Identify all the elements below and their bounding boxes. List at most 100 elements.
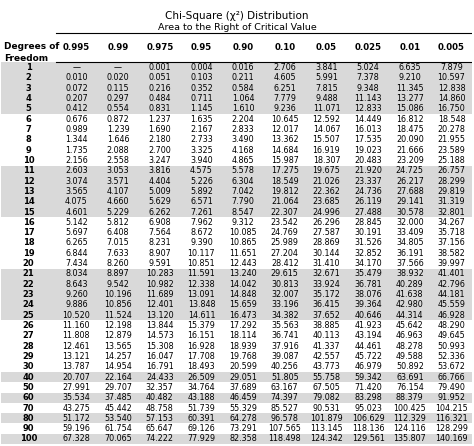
Text: 2.088: 2.088 — [107, 146, 129, 155]
Text: 6.408: 6.408 — [107, 228, 129, 237]
Text: 16.750: 16.750 — [438, 104, 465, 113]
Text: 23: 23 — [23, 290, 34, 299]
Text: 10.982: 10.982 — [146, 280, 173, 289]
Text: 45.722: 45.722 — [354, 352, 382, 361]
Bar — [1, 165, 473, 176]
Text: 36.741: 36.741 — [271, 331, 299, 340]
Text: 8.897: 8.897 — [107, 269, 129, 278]
Bar — [1, 83, 473, 93]
Text: 45.559: 45.559 — [438, 300, 465, 310]
Text: 3.325: 3.325 — [190, 146, 213, 155]
Text: 8: 8 — [26, 135, 31, 145]
Text: 28: 28 — [23, 342, 34, 351]
Text: 27.688: 27.688 — [396, 187, 424, 196]
Text: 13.277: 13.277 — [396, 94, 424, 103]
Text: 50.892: 50.892 — [396, 362, 424, 371]
Text: 8.547: 8.547 — [232, 207, 255, 217]
Text: 19: 19 — [23, 249, 34, 258]
Text: 45.642: 45.642 — [396, 321, 424, 330]
Text: 11.143: 11.143 — [355, 94, 382, 103]
Text: 7.261: 7.261 — [190, 207, 213, 217]
Text: 5.991: 5.991 — [315, 74, 338, 83]
Text: 35.172: 35.172 — [312, 290, 340, 299]
Text: 16.047: 16.047 — [146, 352, 173, 361]
Text: 5.697: 5.697 — [65, 228, 88, 237]
Text: 1.344: 1.344 — [65, 135, 88, 145]
Text: 50: 50 — [23, 383, 34, 392]
Text: 1.145: 1.145 — [190, 104, 213, 113]
Text: 2.156: 2.156 — [65, 156, 88, 165]
Text: 42.557: 42.557 — [312, 352, 340, 361]
Text: 32.852: 32.852 — [354, 249, 382, 258]
Text: 20.483: 20.483 — [355, 156, 382, 165]
Text: 9.312: 9.312 — [232, 218, 255, 227]
Text: 4.404: 4.404 — [148, 177, 171, 186]
Text: 40.646: 40.646 — [355, 311, 382, 320]
Text: 44.181: 44.181 — [438, 290, 465, 299]
Text: 2.204: 2.204 — [232, 115, 255, 124]
Text: 0.995: 0.995 — [63, 43, 90, 52]
Text: 11.071: 11.071 — [313, 104, 340, 113]
Text: 9.210: 9.210 — [399, 74, 421, 83]
Text: 6.844: 6.844 — [65, 249, 88, 258]
Text: 21.064: 21.064 — [271, 197, 299, 206]
Text: 18.307: 18.307 — [313, 156, 340, 165]
Text: 3.565: 3.565 — [65, 187, 88, 196]
Text: 28.412: 28.412 — [271, 259, 299, 268]
Text: 74.397: 74.397 — [271, 393, 299, 402]
Text: 26.757: 26.757 — [438, 166, 465, 175]
Text: 0.004: 0.004 — [190, 63, 213, 72]
Text: 23.685: 23.685 — [313, 197, 340, 206]
Text: 1.064: 1.064 — [232, 94, 255, 103]
Text: 1.690: 1.690 — [148, 125, 171, 134]
Text: 0.95: 0.95 — [191, 43, 212, 52]
Text: 10.856: 10.856 — [104, 300, 132, 310]
Text: 36.415: 36.415 — [313, 300, 340, 310]
Text: 41.923: 41.923 — [354, 321, 382, 330]
Text: 14.042: 14.042 — [229, 280, 257, 289]
Text: 32.671: 32.671 — [313, 269, 340, 278]
Text: 0.872: 0.872 — [107, 115, 129, 124]
Text: 67.328: 67.328 — [63, 434, 90, 443]
Text: 10.865: 10.865 — [229, 239, 257, 248]
Text: 4.107: 4.107 — [107, 187, 129, 196]
Text: 4.660: 4.660 — [107, 197, 129, 206]
Text: 91.952: 91.952 — [438, 393, 465, 402]
Text: —: — — [114, 63, 122, 72]
Text: 6.908: 6.908 — [148, 218, 171, 227]
Text: 24: 24 — [23, 300, 34, 310]
Text: 51.739: 51.739 — [188, 404, 215, 413]
Text: 0.01: 0.01 — [399, 43, 420, 52]
Text: 50.993: 50.993 — [438, 342, 465, 351]
Text: 20.090: 20.090 — [396, 135, 424, 145]
Text: 8.907: 8.907 — [148, 249, 171, 258]
Text: 13.091: 13.091 — [188, 290, 215, 299]
Text: 33.409: 33.409 — [396, 228, 424, 237]
Text: 16.812: 16.812 — [396, 115, 424, 124]
Text: 3.841: 3.841 — [315, 63, 338, 72]
Text: 67.505: 67.505 — [312, 383, 340, 392]
Text: 43.188: 43.188 — [188, 393, 215, 402]
Text: 21.666: 21.666 — [396, 146, 424, 155]
Text: 30.191: 30.191 — [355, 228, 382, 237]
Text: 21.026: 21.026 — [313, 177, 340, 186]
Text: 8.231: 8.231 — [148, 239, 171, 248]
Text: 40.289: 40.289 — [396, 280, 424, 289]
Text: 30.578: 30.578 — [396, 207, 424, 217]
Text: 12.833: 12.833 — [355, 104, 382, 113]
Text: 3.490: 3.490 — [232, 135, 255, 145]
Text: 15: 15 — [23, 207, 34, 217]
Text: 2: 2 — [26, 74, 31, 83]
Text: 70: 70 — [23, 404, 34, 413]
Text: 7.042: 7.042 — [232, 187, 255, 196]
Text: 1.610: 1.610 — [232, 104, 255, 113]
Text: 0.90: 0.90 — [233, 43, 254, 52]
Text: 46.928: 46.928 — [438, 311, 465, 320]
Text: 77.929: 77.929 — [187, 434, 216, 443]
Text: 25.989: 25.989 — [271, 239, 299, 248]
Text: 29.141: 29.141 — [396, 197, 424, 206]
Text: 7.378: 7.378 — [357, 74, 380, 83]
Text: 27.488: 27.488 — [354, 207, 382, 217]
Text: 55.329: 55.329 — [229, 404, 257, 413]
Text: 4.075: 4.075 — [65, 197, 88, 206]
